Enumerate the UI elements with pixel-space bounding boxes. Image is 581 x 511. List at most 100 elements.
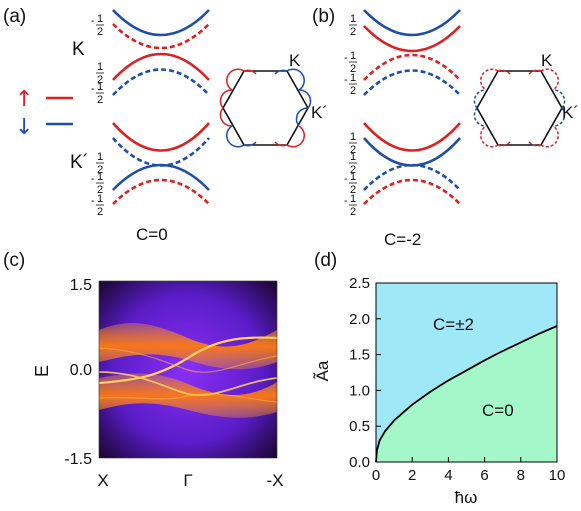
fraction-num: 1 [97,193,103,205]
fraction-den: 2 [97,164,103,176]
ytick-label-d: 1.0 [349,382,370,399]
fraction-b5: 12 [349,151,357,176]
minus-sign: - [91,195,95,207]
spin-fraction-labels-b: 12 -12 -12 12 12 -12 -12 [344,13,357,218]
valley-kprime-label: K´ [70,152,89,173]
fraction-num: 1 [97,81,103,93]
hex-kprime-label-b: K´ [562,103,579,122]
panel-label-a: (a) [3,6,26,27]
ytick-c-top: 1.5 [70,277,92,294]
heatmap-bands [99,323,277,418]
minus-sign: - [344,74,348,86]
chern-number-a: C=0 [136,225,168,244]
fraction-den: 2 [350,184,356,196]
band-a-mid-red [112,52,210,81]
minus-sign: - [91,83,95,95]
panel-c: E 1.5 0.0 -1.5 X Γ -X [32,277,284,490]
edge-state-2 [99,371,277,397]
xtick-c-gamma: Γ [183,471,192,490]
minus-sign: - [344,173,348,185]
fraction-b3: -12 [344,72,357,97]
minus-sign: - [344,52,348,64]
fraction-a5: -12 [91,171,104,196]
upper-band-cloud [99,323,277,370]
fraction-num: 1 [350,151,356,163]
band-b-bot-blue-dashed [363,163,461,191]
ytick-label-d: 1.5 [349,347,370,364]
ytick-label-d: 2.0 [349,311,370,328]
fraction-den: 2 [97,74,103,86]
fraction-a6: -12 [91,193,104,218]
ytick-label-d: 2.5 [349,275,370,292]
fraction-den: 2 [97,26,103,38]
fraction-b1: 12 [349,13,357,38]
region-label-upper: C=±2 [433,315,474,334]
band-b-low-blue [363,137,461,167]
xtick-label-d: 10 [549,467,566,484]
xtick-label-d: 4 [444,467,452,484]
xtick-c-minusx: -X [267,471,284,490]
spin-down-arrow-icon: ↓ [15,115,33,140]
panel-b: 12 -12 -12 12 12 -12 -12 C=-2 [344,9,579,249]
xtick-c-x: X [97,471,108,490]
fraction-den: 2 [350,85,356,97]
region-below [376,326,557,462]
fraction-den: 2 [350,26,356,38]
band-a-low-red [112,122,210,152]
minus-sign: - [344,195,348,207]
valley-k-label: K [72,39,85,60]
band-b-top-blue [363,9,461,37]
xtick-label-d: 0 [372,467,380,484]
xlabel-d: ħω [455,488,478,507]
axis-ticks-d: 0 2 4 6 8 10 0.0 0.5 1.0 1.5 2.0 2.5 [349,275,565,484]
panel-label-b: (b) [312,6,335,27]
band-b-top-red [363,25,461,53]
fraction-num: 1 [350,72,356,84]
minus-sign: - [91,173,95,185]
panel-a: K K´ -12 12 -12 12 -12 -12 ↑ ↓ C=0 [15,9,328,244]
spin-legend: ↑ ↓ [15,87,73,140]
ytick-label-d: 0.0 [349,454,370,471]
brillouin-zone-b: K K´ [473,51,579,148]
fraction-den: 2 [350,144,356,156]
phase-boundary-line [375,325,558,463]
band-a-top-blue [112,9,210,37]
edge-state-4 [99,393,277,403]
xtick-label-d: 2 [408,467,416,484]
band-b-low-red [363,122,461,152]
edge-state-3 [99,347,277,373]
fraction-b4: 12 [349,131,357,156]
fraction-den: 2 [350,206,356,218]
ytick-label-d: 0.5 [349,418,370,435]
chern-number-b: C=-2 [384,230,421,249]
fraction-a3: -12 [91,81,104,106]
band-b-mid-blue-dashed [363,69,461,96]
fraction-num: 1 [350,171,356,183]
fraction-b6: -12 [344,171,357,196]
fraction-num: 1 [350,131,356,143]
fraction-den: 2 [350,63,356,75]
hex-kprime-label-a: K´ [311,103,328,122]
fraction-a2: 12 [96,61,104,86]
panel-label-d: (d) [314,250,337,271]
fraction-num: 1 [350,13,356,25]
xtick-label-d: 6 [480,467,488,484]
fraction-num: 1 [97,171,103,183]
band-b-mid-red-dashed [363,53,461,81]
ylabel-c: E [32,365,52,377]
fraction-b7: -12 [344,193,357,218]
ytick-c-bot: -1.5 [64,451,92,468]
fraction-num: 1 [97,13,103,25]
fraction-num: 1 [350,193,356,205]
panel-label-c: (c) [3,250,25,271]
hex-k-label-b: K [541,51,553,70]
band-a-bot-blue [112,163,210,191]
band-b-bot-red-dashed [363,178,461,205]
hex-k-label-a: K [289,51,301,70]
spin-up-arrow-icon: ↑ [15,87,33,112]
fraction-den: 2 [97,94,103,106]
fraction-den: 2 [97,184,103,196]
region-label-lower: C=0 [482,401,514,420]
fraction-a4: 12 [96,151,104,176]
